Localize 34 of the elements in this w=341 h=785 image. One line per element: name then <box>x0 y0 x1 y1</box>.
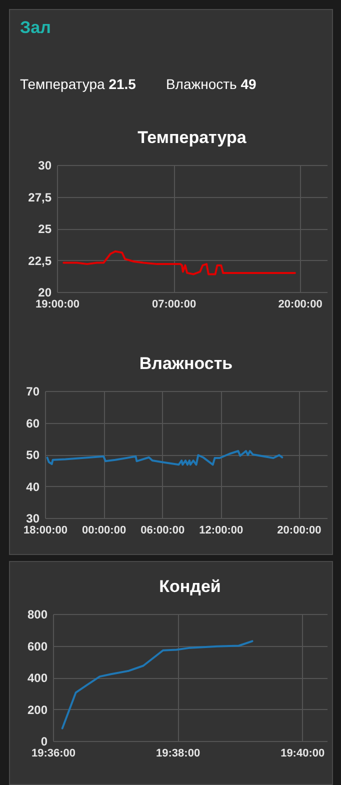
y-tick-label: 30 <box>26 512 40 526</box>
y-tick-label: 20 <box>38 286 52 300</box>
y-tick-label: 600 <box>27 639 48 654</box>
x-tick-label: 18:00:00 <box>23 524 68 536</box>
x-tick-label: 06:00:00 <box>140 524 185 536</box>
x-tick-label: 20:00:00 <box>278 298 322 310</box>
x-tick-label: 20:00:00 <box>277 524 322 536</box>
x-tick-label: 12:00:00 <box>199 524 244 536</box>
y-tick-label: 30 <box>38 158 52 172</box>
x-tick-label: 00:00:00 <box>82 524 126 536</box>
y-tick-label: 400 <box>27 671 48 685</box>
y-tick-label: 800 <box>27 608 48 622</box>
x-tick-label: 19:38:00 <box>156 748 200 760</box>
text: Температура <box>20 76 105 92</box>
chart-title: Кондей <box>159 577 221 596</box>
y-tick-label: 200 <box>27 702 48 717</box>
y-tick-label: 60 <box>26 416 40 430</box>
x-tick-label: 19:00:00 <box>35 298 80 310</box>
chart-title: Температура <box>138 128 247 147</box>
y-tick-label: 25 <box>38 222 52 236</box>
x-tick-label: 19:40:00 <box>280 748 325 760</box>
text: Влажность <box>166 76 237 92</box>
x-tick-label: 19:36:00 <box>31 748 76 760</box>
y-tick-label: 70 <box>26 384 40 398</box>
text: Зал <box>20 18 51 38</box>
y-tick-label: 22,5 <box>28 254 52 268</box>
x-tick-label: 07:00:00 <box>152 298 196 310</box>
chart-title: Влажность <box>139 354 233 373</box>
y-tick-label: 0 <box>40 734 48 748</box>
text: 21.5 <box>108 76 136 92</box>
y-tick-label: 40 <box>26 480 40 494</box>
text: 49 <box>240 76 256 92</box>
y-tick-label: 50 <box>26 448 40 462</box>
y-tick-label: 27,5 <box>28 190 52 204</box>
